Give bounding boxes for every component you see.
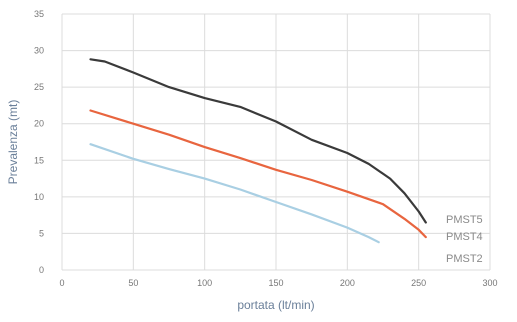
x-tick-label: 150 [268,278,283,288]
y-tick-label: 10 [34,192,44,202]
y-tick-label: 30 [34,46,44,56]
series-label-pmst2: PMST2 [446,253,483,265]
y-tick-label: 35 [34,9,44,19]
series-line-pmst2 [89,143,380,244]
y-tick-label: 20 [34,119,44,129]
x-tick-label: 250 [411,278,426,288]
x-tick-label: 100 [197,278,212,288]
x-tick-label: 200 [340,278,355,288]
y-tick-label: 5 [39,228,44,238]
x-tick-label: 0 [59,278,64,288]
series-line-pmst4 [89,109,427,239]
y-tick-label: 0 [39,265,44,275]
x-axis-title: portata (lt/min) [237,298,314,312]
y-tick-label: 25 [34,82,44,92]
y-tick-label: 15 [34,155,44,165]
series-line-pmst5 [89,58,427,224]
x-tick-label: 50 [128,278,138,288]
series-label-pmst5: PMST5 [446,214,483,226]
y-axis-title: Prevalenza (mt) [6,100,20,185]
x-tick-label: 300 [482,278,497,288]
series-labels: PMST5 PMST4 PMST2 [446,214,483,265]
series-label-pmst4: PMST4 [446,231,483,243]
axes: 0 5 10 15 20 25 30 35 0 50 100 150 200 250 300 [34,9,498,288]
series-lines [89,58,427,244]
grid [61,13,491,271]
